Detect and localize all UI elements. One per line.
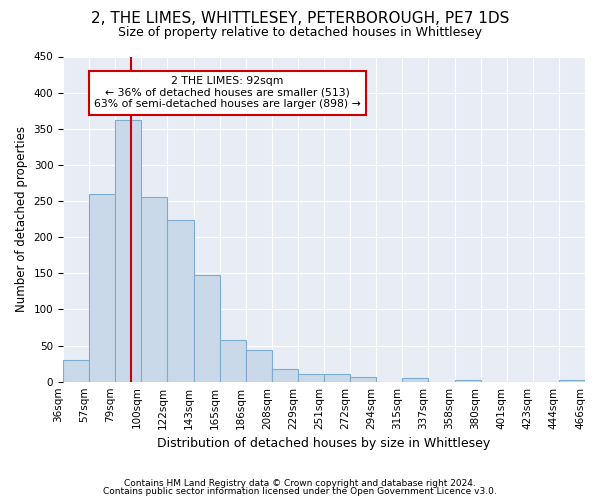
Text: Contains public sector information licensed under the Open Government Licence v3: Contains public sector information licen…	[103, 487, 497, 496]
Bar	[559, 380, 585, 382]
Bar	[115, 120, 142, 382]
Text: Size of property relative to detached houses in Whittlesey: Size of property relative to detached ho…	[118, 26, 482, 39]
Bar	[89, 194, 115, 382]
Bar	[272, 370, 298, 382]
Bar	[194, 276, 220, 382]
Bar	[142, 198, 167, 382]
Text: Contains HM Land Registry data © Crown copyright and database right 2024.: Contains HM Land Registry data © Crown c…	[124, 478, 476, 488]
Bar	[324, 374, 350, 382]
Bar	[167, 220, 194, 382]
Bar	[298, 374, 324, 382]
Text: 2 THE LIMES: 92sqm
← 36% of detached houses are smaller (513)
63% of semi-detach: 2 THE LIMES: 92sqm ← 36% of detached hou…	[94, 76, 361, 109]
Bar	[220, 340, 246, 382]
Bar	[455, 380, 481, 382]
Bar	[350, 376, 376, 382]
X-axis label: Distribution of detached houses by size in Whittlesey: Distribution of detached houses by size …	[157, 437, 491, 450]
Bar	[246, 350, 272, 382]
Bar	[63, 360, 89, 382]
Text: 2, THE LIMES, WHITTLESEY, PETERBOROUGH, PE7 1DS: 2, THE LIMES, WHITTLESEY, PETERBOROUGH, …	[91, 11, 509, 26]
Bar	[403, 378, 428, 382]
Y-axis label: Number of detached properties: Number of detached properties	[15, 126, 28, 312]
